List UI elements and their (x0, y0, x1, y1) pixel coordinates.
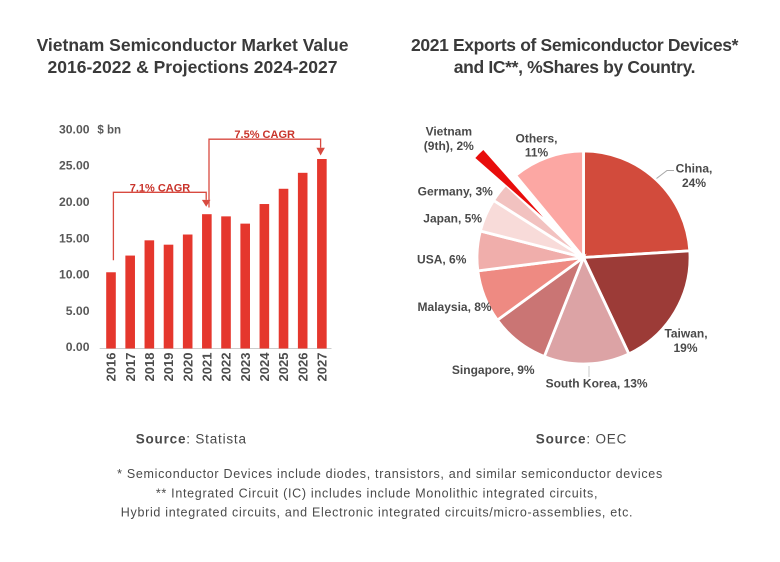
svg-text:2025: 2025 (276, 353, 291, 382)
svg-text:2021: 2021 (200, 353, 215, 382)
svg-text:Source: OEC: Source: OEC (536, 432, 627, 447)
svg-text:Hybrid integrated circuits, an: Hybrid integrated circuits, and Electron… (121, 506, 633, 520)
svg-text:30.00: 30.00 (59, 122, 90, 136)
svg-text:Vietnam: Vietnam (426, 124, 472, 138)
svg-text:24%: 24% (682, 176, 706, 190)
svg-text:2024: 2024 (257, 352, 272, 382)
svg-text:2020: 2020 (180, 353, 195, 382)
svg-text:China,: China, (676, 162, 713, 176)
svg-text:25.00: 25.00 (59, 159, 90, 173)
svg-text:Malaysia, 8%: Malaysia, 8% (418, 300, 492, 314)
svg-text:2019: 2019 (161, 353, 176, 382)
svg-text:Others,: Others, (515, 132, 557, 146)
svg-text:Vietnam Semiconductor Market V: Vietnam Semiconductor Market Value (37, 35, 349, 55)
svg-text:* Semiconductor Devices includ: * Semiconductor Devices include diodes, … (117, 467, 663, 481)
svg-text:2026: 2026 (295, 353, 310, 382)
svg-text:2017: 2017 (123, 353, 138, 382)
svg-text:$ bn: $ bn (97, 124, 121, 136)
svg-text:Taiwan,: Taiwan, (664, 327, 707, 341)
svg-text:South Korea, 13%: South Korea, 13% (546, 377, 648, 391)
svg-text:2016-2022 & Projections 2024-2: 2016-2022 & Projections 2024-2027 (48, 57, 338, 77)
svg-text:20.00: 20.00 (59, 195, 90, 209)
svg-text:Singapore, 9%: Singapore, 9% (452, 363, 535, 377)
svg-text:19%: 19% (673, 341, 697, 355)
svg-text:2023: 2023 (238, 353, 253, 382)
svg-text:(9th), 2%: (9th), 2% (424, 139, 474, 153)
svg-text:7.5% CAGR: 7.5% CAGR (234, 129, 295, 141)
svg-text:** Integrated Circuit (IC) inc: ** Integrated Circuit (IC) includes incl… (156, 487, 598, 501)
svg-text:11%: 11% (525, 146, 549, 160)
svg-text:0.00: 0.00 (66, 340, 90, 354)
svg-text:2021 Exports of Semiconductor: 2021 Exports of Semiconductor Devices* (411, 35, 739, 55)
svg-text:2022: 2022 (219, 353, 234, 382)
svg-text:5.00: 5.00 (66, 304, 90, 318)
svg-text:Germany, 3%: Germany, 3% (418, 185, 493, 199)
svg-text:2016: 2016 (104, 353, 119, 382)
svg-text:USA, 6%: USA, 6% (417, 253, 467, 267)
svg-text:2027: 2027 (315, 353, 330, 382)
svg-text:2018: 2018 (142, 353, 157, 382)
svg-text:and IC**, %Shares by Country.: and IC**, %Shares by Country. (454, 57, 695, 77)
svg-text:15.00: 15.00 (59, 231, 90, 245)
svg-text:10.00: 10.00 (59, 268, 90, 282)
svg-text:Source: Statista: Source: Statista (136, 432, 247, 447)
svg-text:Japan, 5%: Japan, 5% (423, 212, 482, 226)
svg-text:7.1% CAGR: 7.1% CAGR (130, 182, 191, 194)
